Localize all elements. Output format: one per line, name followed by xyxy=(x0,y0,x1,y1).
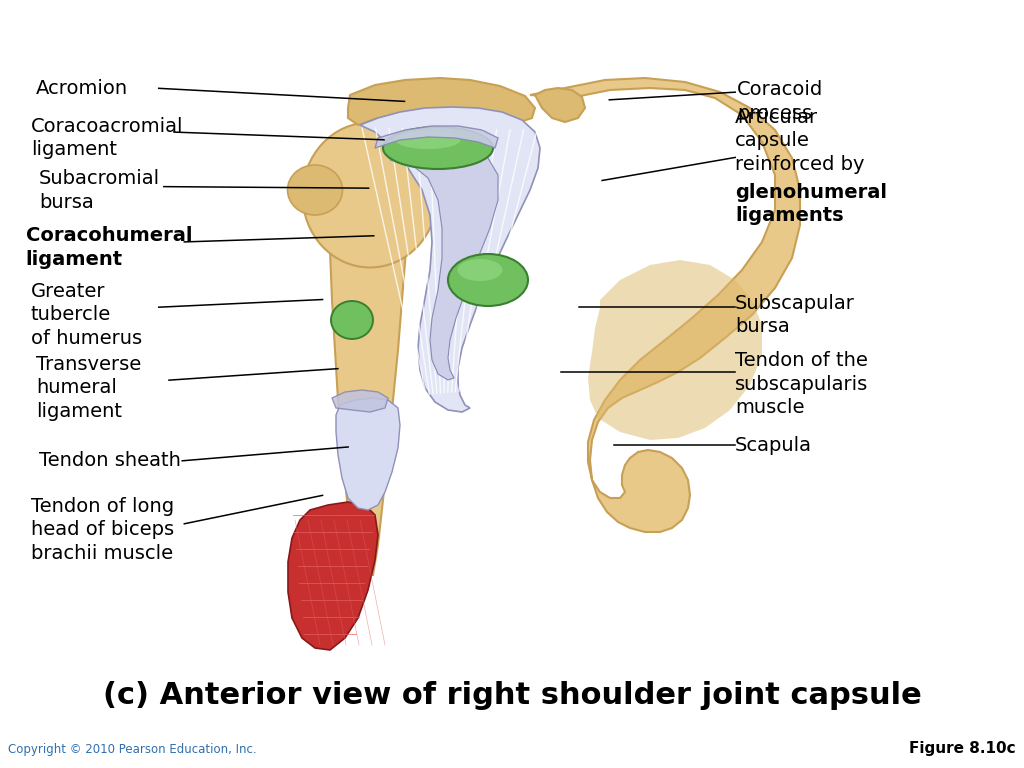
Polygon shape xyxy=(530,78,800,532)
Polygon shape xyxy=(360,107,540,412)
Text: Copyright © 2010 Pearson Education, Inc.: Copyright © 2010 Pearson Education, Inc. xyxy=(8,743,257,756)
Text: Articular
capsule
reinforced by: Articular capsule reinforced by xyxy=(735,108,864,174)
Text: Tendon of the
subscapularis
muscle: Tendon of the subscapularis muscle xyxy=(735,351,868,417)
Text: Scapula: Scapula xyxy=(735,436,812,455)
Text: Acromion: Acromion xyxy=(36,79,128,98)
Ellipse shape xyxy=(449,254,528,306)
Polygon shape xyxy=(336,398,400,510)
Text: (c) Anterior view of right shoulder joint capsule: (c) Anterior view of right shoulder join… xyxy=(102,680,922,710)
Ellipse shape xyxy=(302,123,437,267)
Text: Subscapular
bursa: Subscapular bursa xyxy=(735,293,855,336)
Ellipse shape xyxy=(395,131,461,149)
Polygon shape xyxy=(535,88,585,122)
Text: Coracoacromial
ligament: Coracoacromial ligament xyxy=(31,117,183,160)
Text: glenohumeral
ligaments: glenohumeral ligaments xyxy=(735,183,887,225)
Polygon shape xyxy=(330,122,408,575)
Text: Tendon of long
head of biceps
brachii muscle: Tendon of long head of biceps brachii mu… xyxy=(31,497,174,563)
Text: Coracohumeral
ligament: Coracohumeral ligament xyxy=(26,226,193,269)
Ellipse shape xyxy=(383,127,493,169)
Text: Figure 8.10c: Figure 8.10c xyxy=(909,741,1016,756)
Polygon shape xyxy=(375,126,498,148)
Polygon shape xyxy=(390,143,498,380)
Text: Greater
tubercle
of humerus: Greater tubercle of humerus xyxy=(31,282,142,348)
Polygon shape xyxy=(588,260,762,440)
Text: Coracoid
process: Coracoid process xyxy=(737,80,823,123)
Text: Subacromial
bursa: Subacromial bursa xyxy=(39,169,160,212)
Polygon shape xyxy=(288,502,378,650)
Polygon shape xyxy=(348,78,535,125)
Text: Tendon sheath: Tendon sheath xyxy=(39,452,181,470)
Polygon shape xyxy=(332,390,388,412)
Ellipse shape xyxy=(288,165,342,215)
Text: Transverse
humeral
ligament: Transverse humeral ligament xyxy=(36,355,141,421)
Ellipse shape xyxy=(331,301,373,339)
Ellipse shape xyxy=(458,259,503,281)
